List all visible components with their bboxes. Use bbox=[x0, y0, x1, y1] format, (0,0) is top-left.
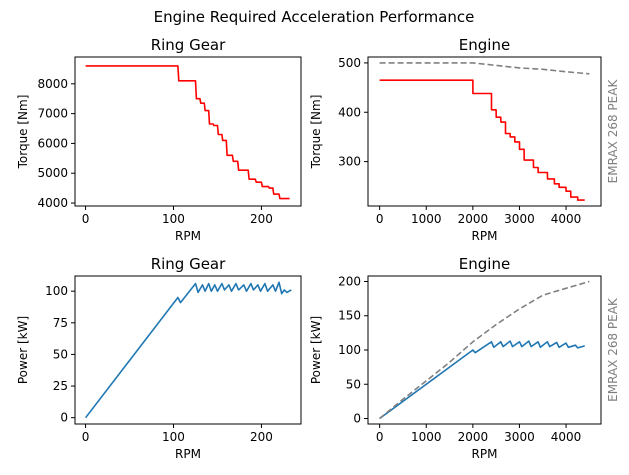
engine-power-series-line-0 bbox=[379, 340, 585, 420]
engine-torque-axes-frame bbox=[367, 56, 602, 207]
ring-power-ytick-label: 25 bbox=[53, 379, 68, 393]
ring-power-ytick-label: 100 bbox=[45, 284, 68, 298]
engine-torque-xlabel: RPM bbox=[472, 229, 498, 243]
engine-power-xlabel: RPM bbox=[472, 447, 498, 461]
engine-torque-title: Engine bbox=[459, 36, 510, 54]
figure-suptitle: Engine Required Acceleration Performance bbox=[154, 8, 475, 26]
engine-power-ytick-label: 0 bbox=[353, 412, 361, 426]
engine-power-side-label: EMRAX 268 PEAK bbox=[606, 297, 620, 402]
engine-torque-side-label: EMRAX 268 PEAK bbox=[606, 79, 620, 184]
ring-power-xtick-label: 200 bbox=[250, 430, 273, 444]
ring-power-xtick-label: 0 bbox=[82, 430, 90, 444]
engine-torque-xtick-label: 0 bbox=[376, 212, 384, 226]
ring-torque-ytick-label: 4000 bbox=[37, 196, 68, 210]
engine-power-ytick-label: 200 bbox=[338, 274, 361, 288]
subplot-ring-torque: Ring Gear 0 100 200 4000 5000 6000 7000 8000 RPM T… bbox=[16, 36, 302, 243]
engine-power-series-line-1 bbox=[379, 280, 590, 420]
subplot-engine-torque: Engine 0 1000 2000 3000 4000 300 400 500 RPM Torqu… bbox=[309, 36, 620, 243]
ring-torque-ytick-label: 5000 bbox=[37, 166, 68, 180]
engine-power-xtick-label: 1000 bbox=[411, 430, 442, 444]
ring-power-ytick-label: 75 bbox=[53, 316, 68, 330]
engine-torque-xtick-label: 3000 bbox=[504, 212, 535, 226]
engine-torque-series-line-0 bbox=[379, 79, 585, 201]
engine-power-xtick-label: 0 bbox=[376, 430, 384, 444]
ring-torque-ytick-label: 8000 bbox=[37, 77, 68, 91]
engine-torque-xtick-label: 2000 bbox=[458, 212, 489, 226]
engine-power-title: Engine bbox=[459, 255, 510, 273]
ring-power-ylabel: Power [kW] bbox=[16, 316, 30, 384]
engine-power-ytick-label: 50 bbox=[346, 377, 361, 391]
ring-power-title: Ring Gear bbox=[151, 255, 226, 273]
ring-torque-xtick-label: 200 bbox=[250, 212, 273, 226]
engine-torque-ylabel: Torque [Nm] bbox=[309, 95, 323, 170]
engine-torque-ytick-label: 300 bbox=[338, 155, 361, 169]
engine-power-xtick-label: 4000 bbox=[551, 430, 582, 444]
ring-torque-axes-frame bbox=[74, 56, 302, 207]
engine-power-ytick-label: 100 bbox=[338, 343, 361, 357]
ring-torque-ytick-label: 7000 bbox=[37, 107, 68, 121]
ring-power-ytick-label: 50 bbox=[53, 347, 68, 361]
ring-torque-ylabel: Torque [Nm] bbox=[16, 95, 30, 170]
engine-power-ytick-label: 150 bbox=[338, 309, 361, 323]
ring-power-xtick-label: 100 bbox=[162, 430, 185, 444]
ring-torque-xlabel: RPM bbox=[175, 229, 201, 243]
ring-power-series-line-0 bbox=[84, 281, 292, 419]
engine-power-xtick-label: 3000 bbox=[504, 430, 535, 444]
ring-torque-ytick-label: 6000 bbox=[37, 136, 68, 150]
ring-torque-xtick-label: 0 bbox=[82, 212, 90, 226]
ring-torque-title: Ring Gear bbox=[151, 36, 226, 54]
engine-torque-ytick-label: 500 bbox=[338, 56, 361, 70]
ring-power-ytick-label: 0 bbox=[60, 411, 68, 425]
ring-power-xlabel: RPM bbox=[175, 447, 201, 461]
engine-torque-series-line-1 bbox=[379, 62, 590, 75]
engine-power-xtick-label: 2000 bbox=[458, 430, 489, 444]
subplot-engine-power: Engine 0 1000 2000 3000 4000 0 50 100 150 200 RPM Po… bbox=[309, 255, 620, 461]
engine-torque-xtick-label: 4000 bbox=[551, 212, 582, 226]
engine-torque-ytick-label: 400 bbox=[338, 105, 361, 119]
engine-power-ylabel: Power [kW] bbox=[309, 316, 323, 384]
ring-power-axes-frame bbox=[74, 275, 302, 425]
subplot-ring-power: Ring Gear 0 100 200 0 25 50 75 100 RPM Power [kW] bbox=[16, 255, 302, 461]
engine-torque-xtick-label: 1000 bbox=[411, 212, 442, 226]
ring-torque-series-line-0 bbox=[85, 65, 290, 200]
ring-torque-xtick-label: 100 bbox=[162, 212, 185, 226]
